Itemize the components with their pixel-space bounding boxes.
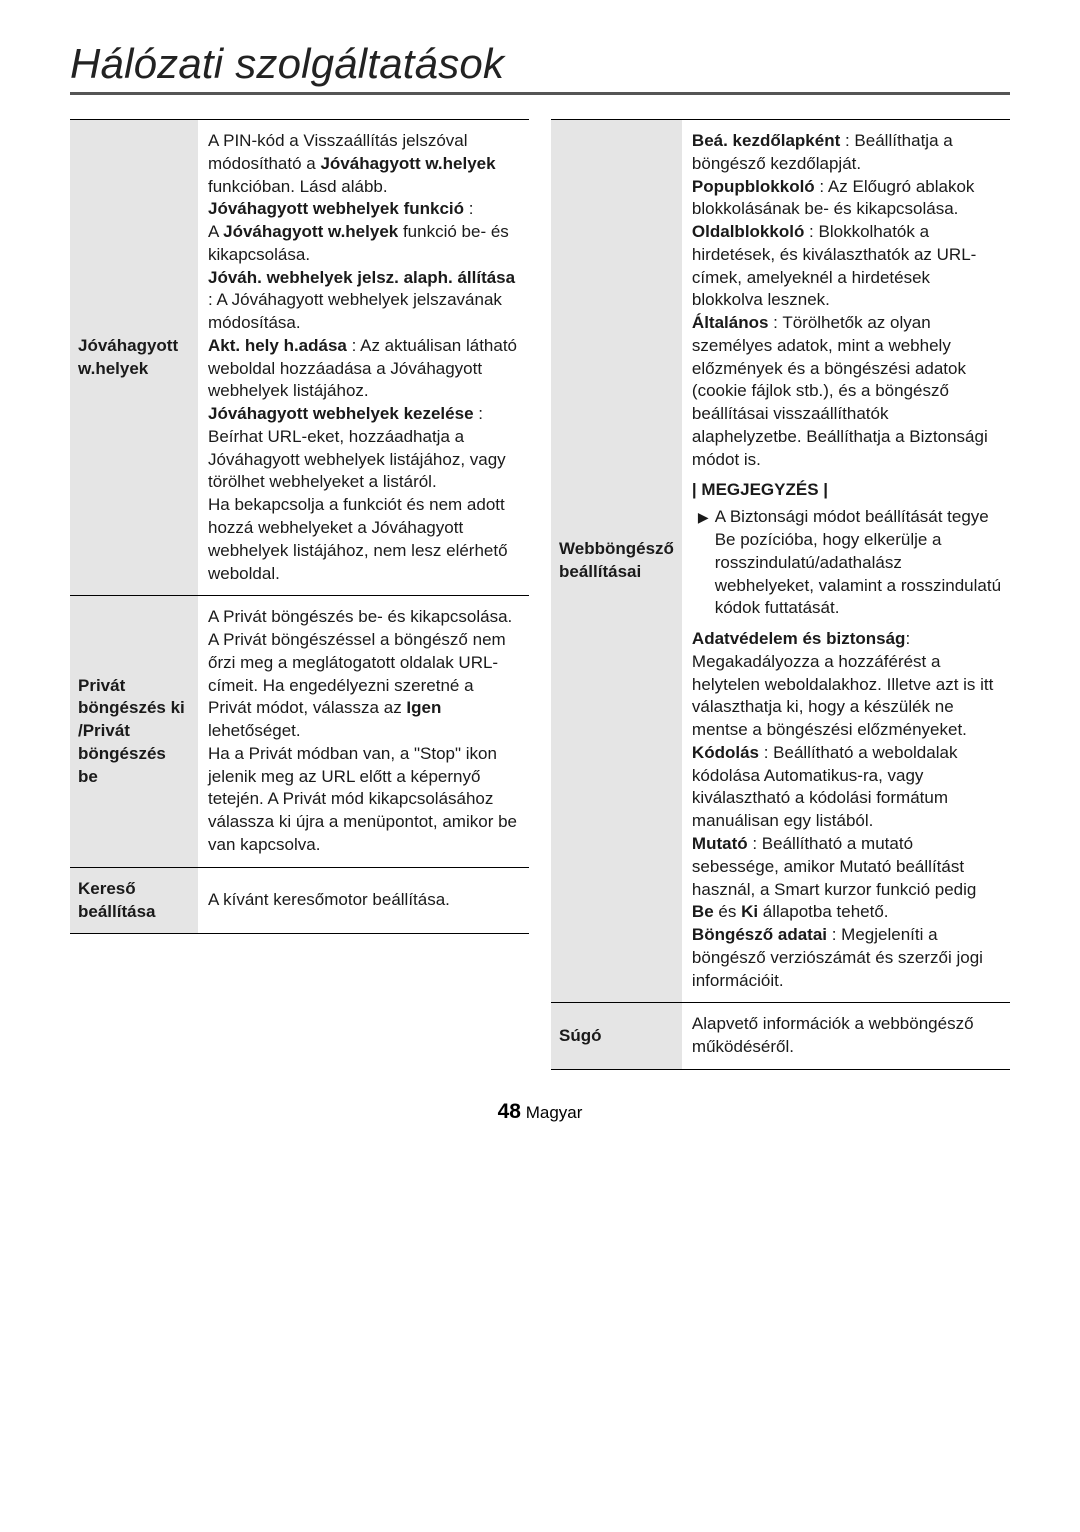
row-content: Beá. kezdőlapként : Beállíthatja a böngé…: [682, 120, 1010, 1003]
table-row: Webböngésző beállításai Beá. kezdőlapkén…: [551, 120, 1010, 1003]
row-label: Kereső beállítása: [70, 867, 198, 934]
left-table: Jóváhagyott w.helyek A PIN-kód a Visszaá…: [70, 119, 529, 934]
table-row: Jóváhagyott w.helyek A PIN-kód a Visszaá…: [70, 120, 529, 596]
row-content: Alapvető információk a webböngésző működ…: [682, 1003, 1010, 1070]
row-label: Jóváhagyott w.helyek: [70, 120, 198, 596]
table-row: Kereső beállítása A kívánt keresőmotor b…: [70, 867, 529, 934]
table-row: Privát böngészés ki /Privát böngészés be…: [70, 596, 529, 867]
content-columns: Jóváhagyott w.helyek A PIN-kód a Visszaá…: [70, 119, 1010, 1070]
row-label: Privát böngészés ki /Privát böngészés be: [70, 596, 198, 867]
footer-lang: Magyar: [526, 1103, 583, 1122]
right-table: Webböngésző beállításai Beá. kezdőlapkén…: [551, 119, 1010, 1070]
page-number: 48: [498, 1100, 521, 1123]
row-content: A kívánt keresőmotor beállítása.: [198, 867, 529, 934]
row-label: Súgó: [551, 1003, 682, 1070]
row-content: A PIN-kód a Visszaállítás jelszóval módo…: [198, 120, 529, 596]
table-row: Súgó Alapvető információk a webböngésző …: [551, 1003, 1010, 1070]
page-footer: 48 Magyar: [70, 1100, 1010, 1124]
row-content: A Privát böngészés be- és kikapcsolása. …: [198, 596, 529, 867]
row-label: Webböngésző beállításai: [551, 120, 682, 1003]
page-title: Hálózati szolgáltatások: [70, 40, 1010, 95]
left-column: Jóváhagyott w.helyek A PIN-kód a Visszaá…: [70, 119, 529, 934]
right-column: Webböngésző beállításai Beá. kezdőlapkén…: [551, 119, 1010, 1070]
